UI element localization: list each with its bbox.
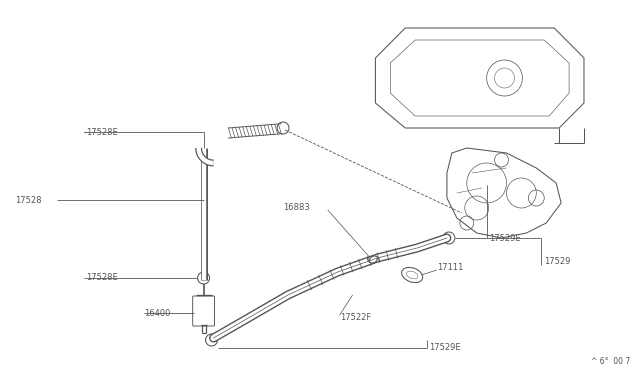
Text: 17529E: 17529E	[488, 234, 520, 243]
Text: 17522F: 17522F	[340, 314, 371, 323]
Text: 17528E: 17528E	[86, 128, 118, 137]
Text: 17529E: 17529E	[429, 343, 461, 352]
Text: 17529: 17529	[544, 257, 571, 266]
Text: 16883: 16883	[283, 202, 310, 212]
Text: ^ 6°  00 7: ^ 6° 00 7	[591, 357, 630, 366]
Text: 17528: 17528	[15, 196, 42, 205]
Text: 17528E: 17528E	[86, 273, 118, 282]
Text: 17111: 17111	[437, 263, 463, 273]
Text: 16400: 16400	[144, 308, 170, 317]
